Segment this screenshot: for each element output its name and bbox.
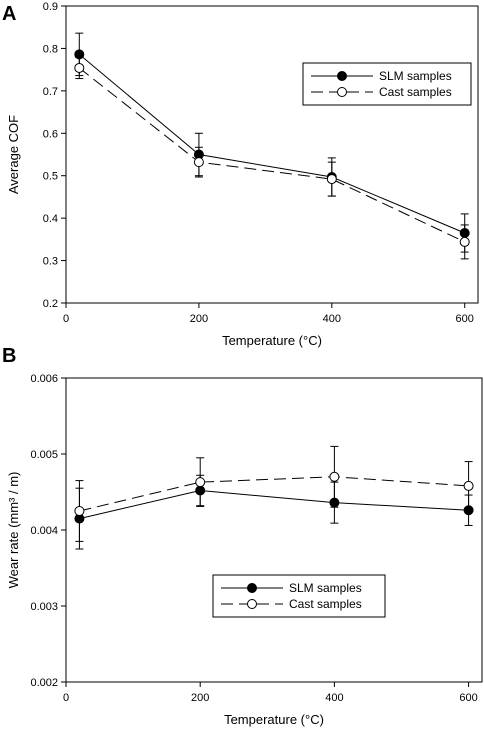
legend-marker	[247, 583, 257, 593]
y-tick-label: 0.4	[43, 213, 58, 225]
chart-panel-b: B 0 200 400 600 0.002 0.003 0.004 0.005 0.006 Temp…	[2, 345, 483, 727]
legend-label: SLM samples	[289, 581, 362, 595]
data-point	[463, 480, 474, 491]
y-tick-label: 0.005	[30, 449, 58, 461]
series-line	[78, 67, 465, 243]
series-line	[79, 489, 469, 520]
plot-frame	[65, 377, 483, 683]
y-tick-label: 0.7	[43, 86, 58, 98]
x-tick-label: 400	[325, 692, 343, 704]
legend-label: Cast samples	[289, 597, 362, 611]
y-tick-label: 0.5	[43, 171, 58, 183]
x-tick-label: 400	[323, 313, 341, 325]
data-point	[193, 157, 204, 168]
panel-letter: A	[2, 3, 16, 25]
legend-box	[302, 62, 472, 106]
legend-label: SLM samples	[379, 69, 452, 83]
y-tick-label: 0.8	[43, 43, 58, 55]
plot-frame	[65, 5, 479, 304]
y-axis-title: Wear rate (mm³ / m)	[6, 472, 21, 589]
y-tick-label: 0.003	[30, 601, 58, 613]
y-tick-label: 0.006	[30, 373, 58, 385]
chart-panel-a: A 0 200 400 600 0.2 0.3 0.4 0.5 0.6 0.7 0.8 0.9 Tempe…	[2, 1, 479, 348]
legend-marker	[337, 71, 347, 81]
x-tick-label: 200	[191, 692, 209, 704]
y-tick-label: 0.2	[43, 298, 58, 310]
y-axis-title: Average COF	[6, 115, 21, 194]
x-axis-title: Temperature (°C)	[222, 333, 322, 348]
data-point	[326, 174, 337, 185]
series-slm	[74, 474, 474, 550]
series-cast	[74, 56, 470, 260]
legend: SLM samples Cast samples	[212, 574, 386, 618]
data-point	[329, 471, 340, 482]
x-axis-title: Temperature (°C)	[224, 712, 324, 727]
legend-label: Cast samples	[379, 85, 452, 99]
y-tick-label: 0.9	[43, 1, 58, 13]
series-line	[79, 476, 469, 512]
panel-letter: B	[2, 345, 16, 367]
legend-marker	[247, 599, 257, 609]
y-tick-label: 0.3	[43, 256, 58, 268]
x-tick-label: 200	[190, 313, 208, 325]
y-tick-label: 0.002	[30, 677, 58, 689]
y-tick-label: 0.6	[43, 128, 58, 140]
legend-marker	[337, 87, 347, 97]
x-tick-label: 0	[63, 313, 69, 325]
series-line	[78, 53, 465, 234]
data-point	[74, 62, 85, 73]
x-tick-label: 0	[63, 692, 69, 704]
y-tick-label: 0.004	[30, 525, 58, 537]
x-tick-label: 600	[456, 313, 474, 325]
legend: SLM samples Cast samples	[302, 62, 472, 106]
data-point	[459, 236, 470, 247]
data-point	[195, 477, 206, 488]
series-cast	[74, 445, 474, 542]
data-point	[74, 506, 85, 516]
x-tick-label: 600	[459, 692, 477, 704]
legend-box	[212, 574, 386, 618]
